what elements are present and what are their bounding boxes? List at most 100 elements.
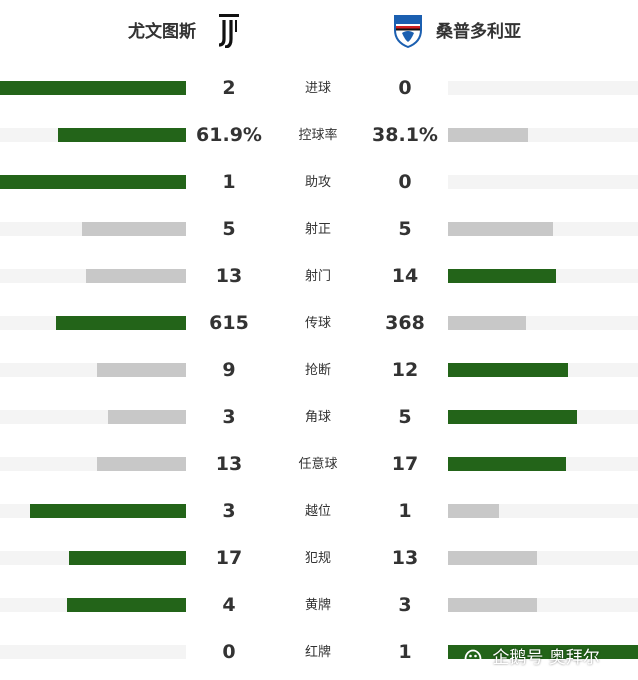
home-bar (97, 363, 186, 377)
stat-row: 9 抢断 12 (0, 345, 638, 392)
away-value: 1 (398, 641, 412, 663)
home-bar (67, 598, 186, 612)
away-bar (448, 128, 528, 142)
home-bar-track (0, 551, 186, 565)
away-value: 13 (391, 547, 419, 569)
home-bar-track (0, 363, 186, 377)
penguin-icon (464, 649, 482, 669)
away-bar (448, 363, 568, 377)
away-bar-track (448, 363, 638, 377)
juventus-crest-icon (218, 14, 240, 52)
watermark-text: 企鹅号 奥拜尔 (492, 648, 600, 668)
away-bar (448, 551, 537, 565)
stat-label: 控球率 (298, 128, 338, 143)
home-bar-track (0, 269, 186, 283)
away-value: 38.1% (372, 124, 438, 146)
home-bar-track (0, 316, 186, 330)
away-value: 12 (391, 359, 419, 381)
stat-row: 13 任意球 17 (0, 439, 638, 486)
home-team-name: 尤文图斯 (128, 22, 196, 42)
stat-label: 越位 (304, 504, 331, 519)
home-bar (86, 269, 186, 283)
home-bar-track (0, 504, 186, 518)
stat-row: 615 传球 368 (0, 298, 638, 345)
away-value: 5 (398, 406, 412, 428)
away-value: 368 (385, 312, 425, 334)
away-bar-track (448, 81, 638, 95)
stat-row: 3 越位 1 (0, 486, 638, 533)
home-value: 17 (215, 547, 243, 569)
stat-label: 任意球 (298, 457, 338, 472)
home-bar-track (0, 222, 186, 236)
home-bar-track (0, 457, 186, 471)
away-bar-track (448, 410, 638, 424)
away-bar (448, 222, 553, 236)
home-bar (82, 222, 186, 236)
home-value: 9 (222, 359, 236, 381)
away-team-name: 桑普多利亚 (436, 22, 521, 42)
home-bar-track (0, 128, 186, 142)
away-value: 3 (398, 594, 412, 616)
home-bar (97, 457, 186, 471)
home-value: 0 (222, 641, 236, 663)
stat-label: 助攻 (304, 175, 331, 190)
home-value: 3 (222, 406, 236, 428)
away-bar-track (448, 222, 638, 236)
home-value: 5 (222, 218, 236, 240)
home-value: 13 (215, 453, 243, 475)
stat-label: 射门 (304, 269, 331, 284)
away-value: 0 (398, 171, 412, 193)
away-bar-track (448, 598, 638, 612)
away-bar (448, 410, 577, 424)
stat-row: 5 射正 5 (0, 204, 638, 251)
home-bar (108, 410, 186, 424)
home-bar (69, 551, 186, 565)
away-bar-track (448, 457, 638, 471)
away-bar-track (448, 551, 638, 565)
watermark: 企鹅号 奥拜尔 (462, 644, 638, 672)
home-value: 3 (222, 500, 236, 522)
away-bar (448, 598, 537, 612)
home-value: 615 (209, 312, 249, 334)
home-bar-track (0, 645, 186, 659)
stat-label: 黄牌 (304, 598, 331, 613)
stat-row: 3 角球 5 (0, 392, 638, 439)
away-bar-track (448, 269, 638, 283)
home-value: 4 (222, 594, 236, 616)
away-value: 14 (391, 265, 419, 287)
stat-row: 1 助攻 0 (0, 157, 638, 204)
away-bar (448, 269, 556, 283)
match-header: 尤文图斯 桑普多利亚 (0, 0, 638, 64)
away-value: 0 (398, 77, 412, 99)
home-value: 2 (222, 77, 236, 99)
stat-label: 射正 (304, 222, 331, 237)
stat-row: 17 犯规 13 (0, 533, 638, 580)
away-value: 5 (398, 218, 412, 240)
away-bar (448, 316, 526, 330)
away-bar (448, 645, 638, 659)
away-bar-track (448, 175, 638, 189)
stat-row: 61.9% 控球率 38.1% (0, 110, 638, 157)
sampdoria-crest-icon (393, 14, 423, 52)
home-bar (0, 175, 186, 189)
home-bar-track (0, 175, 186, 189)
home-bar-track (0, 81, 186, 95)
away-bar-track (448, 128, 638, 142)
away-value: 17 (391, 453, 419, 475)
home-value: 13 (215, 265, 243, 287)
stat-row: 4 黄牌 3 (0, 580, 638, 627)
away-bar-track (448, 645, 638, 659)
home-bar-track (0, 410, 186, 424)
away-bar-track (448, 504, 638, 518)
home-bar (30, 504, 186, 518)
stat-row: 2 进球 0 (0, 63, 638, 110)
away-bar (448, 457, 566, 471)
stat-label: 进球 (304, 81, 331, 96)
home-bar (0, 81, 186, 95)
stat-label: 角球 (304, 410, 331, 425)
home-bar-track (0, 598, 186, 612)
stat-label: 抢断 (304, 363, 331, 378)
home-bar (56, 316, 186, 330)
away-bar-track (448, 316, 638, 330)
stat-row: 13 射门 14 (0, 251, 638, 298)
